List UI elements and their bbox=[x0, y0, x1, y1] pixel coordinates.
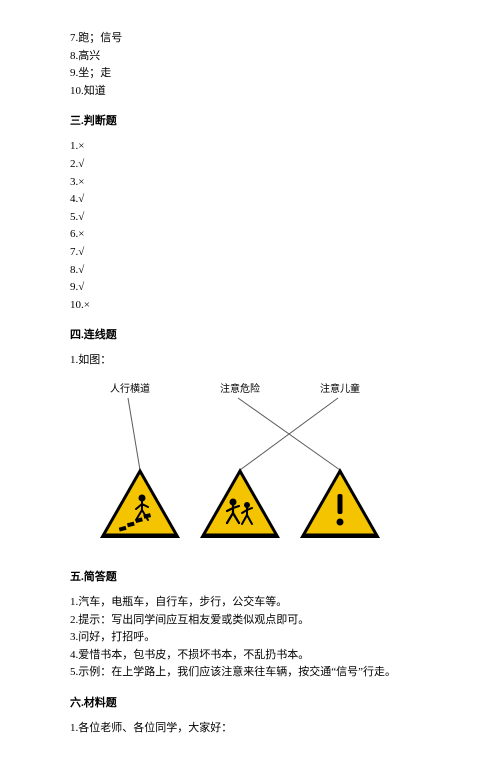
section4-title: 四.连线题 bbox=[70, 326, 430, 342]
section5-title: 五.简答题 bbox=[70, 568, 430, 584]
diagram-label: 注意儿童 bbox=[320, 382, 360, 395]
warning-sign bbox=[100, 468, 180, 538]
top-item: 7.跑；信号 bbox=[70, 30, 430, 48]
judge-item: 2.√ bbox=[70, 156, 430, 174]
warning-sign bbox=[300, 468, 380, 538]
section4-intro: 1.如图： bbox=[70, 352, 430, 370]
top-items-block: 7.跑；信号 8.高兴 9.坐；走 10.知道 bbox=[70, 30, 430, 100]
judge-item: 7.√ bbox=[70, 244, 430, 262]
diagram-svg: 人行横道 注意危险 注意儿童 bbox=[70, 378, 410, 553]
top-item: 8.高兴 bbox=[70, 48, 430, 66]
answer-item: 2.提示：写出同学间应互相友爱或类似观点即可。 bbox=[70, 612, 430, 630]
matching-diagram: 人行横道 注意危险 注意儿童 bbox=[70, 378, 430, 556]
judge-item: 5.√ bbox=[70, 209, 430, 227]
answer-item: 4.爱惜书本，包书皮，不损坏书本，不乱扔书本。 bbox=[70, 647, 430, 665]
answer-item: 1.汽车，电瓶车，自行车，步行，公交车等。 bbox=[70, 594, 430, 612]
section3-items: 1.× 2.√ 3.× 4.√ 5.√ 6.× 7.√ 8.√ 9.√ 10.× bbox=[70, 138, 430, 314]
judge-item: 10.× bbox=[70, 297, 430, 315]
judge-item: 8.√ bbox=[70, 262, 430, 280]
section6-title: 六.材料题 bbox=[70, 694, 430, 710]
answer-item: 3.问好，打招呼。 bbox=[70, 629, 430, 647]
connection-line bbox=[240, 398, 338, 470]
judge-item: 9.√ bbox=[70, 279, 430, 297]
exclamation-icon bbox=[337, 494, 344, 526]
material-item: 1.各位老师、各位同学，大家好： bbox=[70, 720, 430, 738]
page: 7.跑；信号 8.高兴 9.坐；走 10.知道 三.判断题 1.× 2.√ 3.… bbox=[0, 0, 500, 767]
connection-line bbox=[128, 398, 140, 470]
section5-items: 1.汽车，电瓶车，自行车，步行，公交车等。 2.提示：写出同学间应互相友爱或类似… bbox=[70, 594, 430, 682]
warning-sign bbox=[200, 468, 280, 538]
judge-item: 1.× bbox=[70, 138, 430, 156]
diagram-label: 人行横道 bbox=[110, 382, 150, 395]
judge-item: 3.× bbox=[70, 174, 430, 192]
top-item: 10.知道 bbox=[70, 83, 430, 101]
judge-item: 4.√ bbox=[70, 191, 430, 209]
top-item: 9.坐；走 bbox=[70, 65, 430, 83]
diagram-label: 注意危险 bbox=[220, 382, 260, 395]
answer-item: 5.示例：在上学路上，我们应该注意来往车辆，按交通“信号”行走。 bbox=[70, 664, 430, 682]
section3-title: 三.判断题 bbox=[70, 112, 430, 128]
section6-items: 1.各位老师、各位同学，大家好： bbox=[70, 720, 430, 738]
judge-item: 6.× bbox=[70, 226, 430, 244]
